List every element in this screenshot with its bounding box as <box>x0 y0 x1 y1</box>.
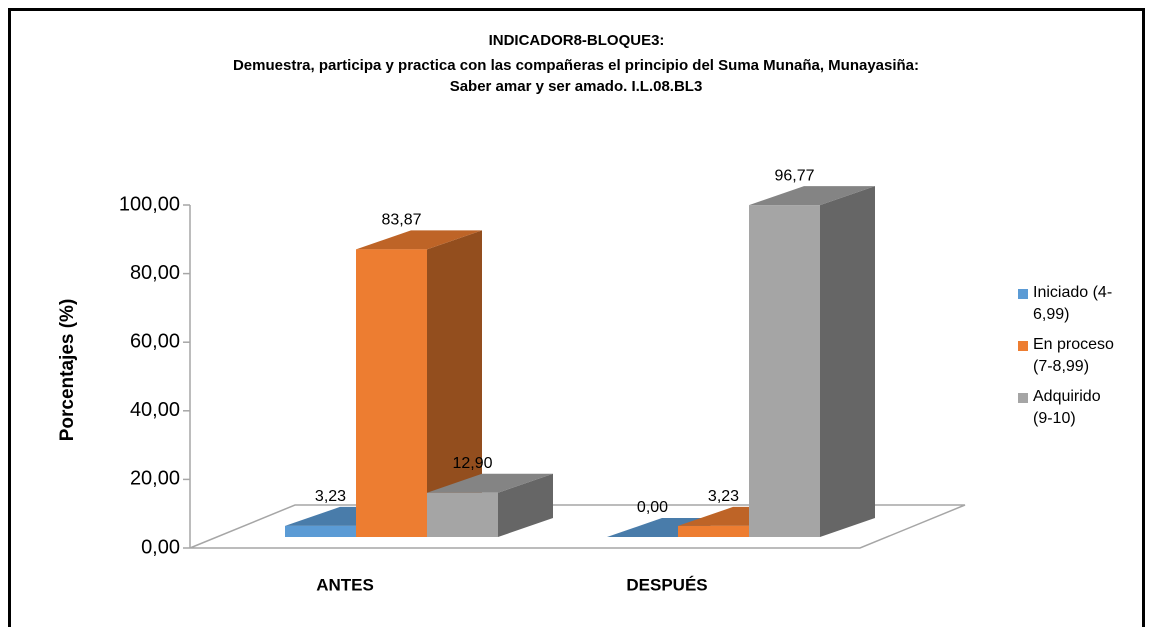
bar <box>285 525 356 537</box>
legend-item: Iniciado (4-6,99) <box>1018 282 1118 326</box>
y-tick-label: 0,00 <box>141 536 180 558</box>
value-label: 12,90 <box>452 455 492 472</box>
legend-swatch <box>1018 289 1028 299</box>
bar <box>356 249 427 537</box>
bar <box>749 205 820 537</box>
legend-label: En proceso (7-8,99) <box>1033 336 1114 375</box>
chart-title: INDICADOR8-BLOQUE3: <box>488 32 665 49</box>
y-tick-label: 20,00 <box>130 468 180 490</box>
y-tick-label: 100,00 <box>119 193 180 215</box>
legend-label: Adquirido (9-10) <box>1033 388 1101 427</box>
x-tick-label: ANTES <box>316 575 374 594</box>
legend-item: Adquirido (9-10) <box>1018 386 1118 430</box>
value-label: 3,23 <box>315 488 346 505</box>
y-axis-label: Porcentajes (%) <box>57 299 78 442</box>
value-label: 96,77 <box>774 167 814 184</box>
legend-item: En proceso (7-8,99) <box>1018 334 1118 378</box>
value-label: 3,23 <box>708 488 739 505</box>
bar-top <box>356 230 482 250</box>
y-tick-label: 60,00 <box>130 330 180 352</box>
x-tick-label: DESPUÉS <box>626 575 707 594</box>
legend: Iniciado (4-6,99) En proceso (7-8,99) Adqu… <box>1018 282 1118 438</box>
y-tick-label: 80,00 <box>130 262 180 284</box>
bar <box>678 525 749 537</box>
bar-top <box>749 186 875 206</box>
value-label: 0,00 <box>637 499 668 516</box>
y-tick-label: 40,00 <box>130 399 180 421</box>
frame <box>8 8 1145 627</box>
value-label: 83,87 <box>381 212 421 229</box>
bar <box>427 492 498 537</box>
legend-label: Iniciado (4-6,99) <box>1033 284 1113 323</box>
floor <box>189 504 966 549</box>
chart-subtitle: Demuestra, participa y practica con las … <box>232 57 920 95</box>
bar-side <box>820 186 875 537</box>
bar-side <box>427 230 482 537</box>
bar-top <box>427 473 553 493</box>
bar-side <box>498 473 553 537</box>
legend-swatch <box>1018 393 1028 403</box>
legend-swatch <box>1018 341 1028 351</box>
